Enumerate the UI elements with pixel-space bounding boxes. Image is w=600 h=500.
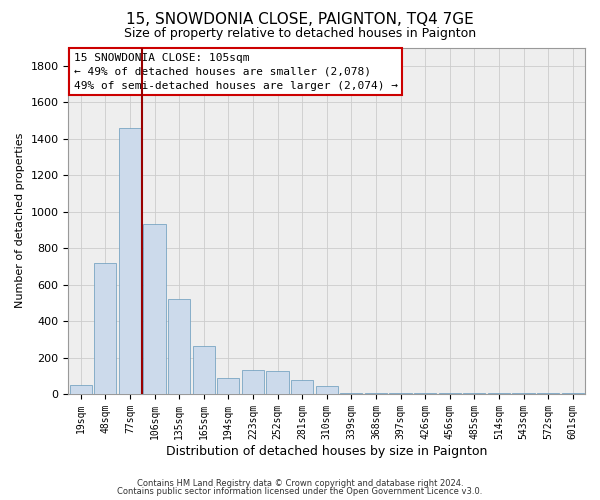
Bar	[291, 380, 313, 394]
Text: 15 SNOWDONIA CLOSE: 105sqm
← 49% of detached houses are smaller (2,078)
49% of s: 15 SNOWDONIA CLOSE: 105sqm ← 49% of deta…	[74, 52, 398, 90]
Y-axis label: Number of detached properties: Number of detached properties	[15, 133, 25, 308]
Text: Contains HM Land Registry data © Crown copyright and database right 2024.: Contains HM Land Registry data © Crown c…	[137, 478, 463, 488]
Bar	[217, 378, 239, 394]
Text: Contains public sector information licensed under the Open Government Licence v3: Contains public sector information licen…	[118, 487, 482, 496]
Text: 15, SNOWDONIA CLOSE, PAIGNTON, TQ4 7GE: 15, SNOWDONIA CLOSE, PAIGNTON, TQ4 7GE	[126, 12, 474, 28]
Bar	[143, 224, 166, 394]
Bar	[193, 346, 215, 394]
Bar	[316, 386, 338, 394]
Bar	[389, 392, 412, 394]
X-axis label: Distribution of detached houses by size in Paignton: Distribution of detached houses by size …	[166, 444, 487, 458]
Bar	[70, 385, 92, 394]
Bar	[242, 370, 264, 394]
Bar	[365, 392, 387, 394]
Bar	[168, 299, 190, 394]
Bar	[119, 128, 141, 394]
Bar	[266, 371, 289, 394]
Text: Size of property relative to detached houses in Paignton: Size of property relative to detached ho…	[124, 28, 476, 40]
Bar	[94, 262, 116, 394]
Bar	[340, 392, 362, 394]
